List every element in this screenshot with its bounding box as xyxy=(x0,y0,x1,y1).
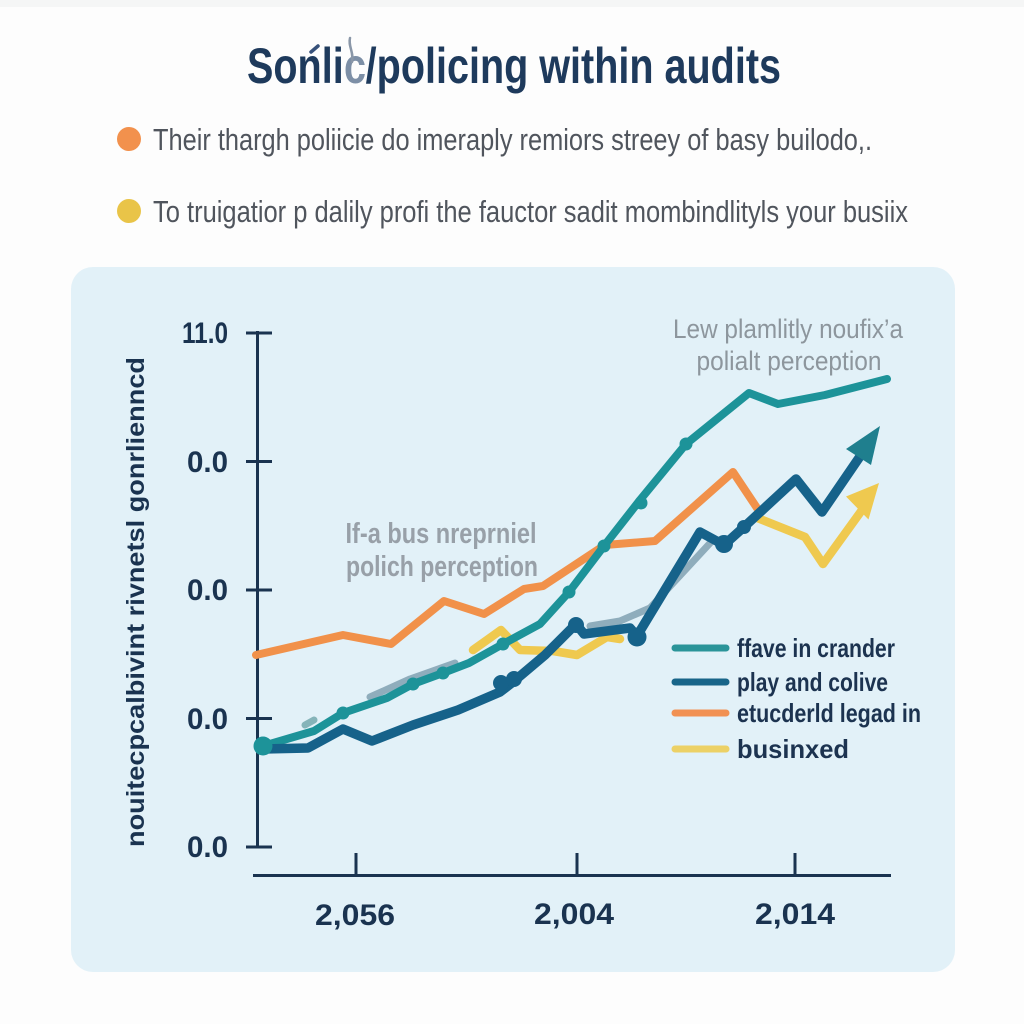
svg-text:0.0: 0.0 xyxy=(187,446,228,479)
svg-text:ffave in crander: ffave in crander xyxy=(737,633,895,663)
svg-text:Lew plamlitly noufix’a: Lew plamlitly noufix’a xyxy=(673,314,904,344)
svg-text:etucderld legad in: etucderld legad in xyxy=(737,698,921,728)
svg-text:polialt perception: polialt perception xyxy=(697,346,882,376)
svg-text:polich perception: polich perception xyxy=(346,551,538,583)
svg-text:To truigatior p dalily profi t: To truigatior p dalily profi the fauctor… xyxy=(153,194,908,229)
svg-text:Sonlic/policing within audits: Sonlic/policing within audits xyxy=(247,38,781,94)
svg-text:If-a bus nreprniel: If-a bus nreprniel xyxy=(346,518,537,550)
svg-text:0.0: 0.0 xyxy=(187,831,228,864)
svg-text:0.0: 0.0 xyxy=(187,574,228,607)
svg-text:2,056: 2,056 xyxy=(315,899,395,932)
svg-text:businxed: businxed xyxy=(737,734,849,764)
svg-text:c: c xyxy=(344,38,366,94)
svg-text:Their thargh poliicie do imera: Their thargh poliicie do imeraply remior… xyxy=(153,122,872,157)
svg-text:2,004: 2,004 xyxy=(534,898,614,931)
svg-text:11.0: 11.0 xyxy=(182,317,228,350)
svg-text:2,014: 2,014 xyxy=(755,898,835,931)
svg-text:play and colive: play and colive xyxy=(737,667,888,697)
svg-text:nouitecpcalbivint rivnetsl gon: nouitecpcalbivint rivnetsl gonrlienncd xyxy=(122,357,150,847)
svg-text:0.0: 0.0 xyxy=(187,703,228,736)
